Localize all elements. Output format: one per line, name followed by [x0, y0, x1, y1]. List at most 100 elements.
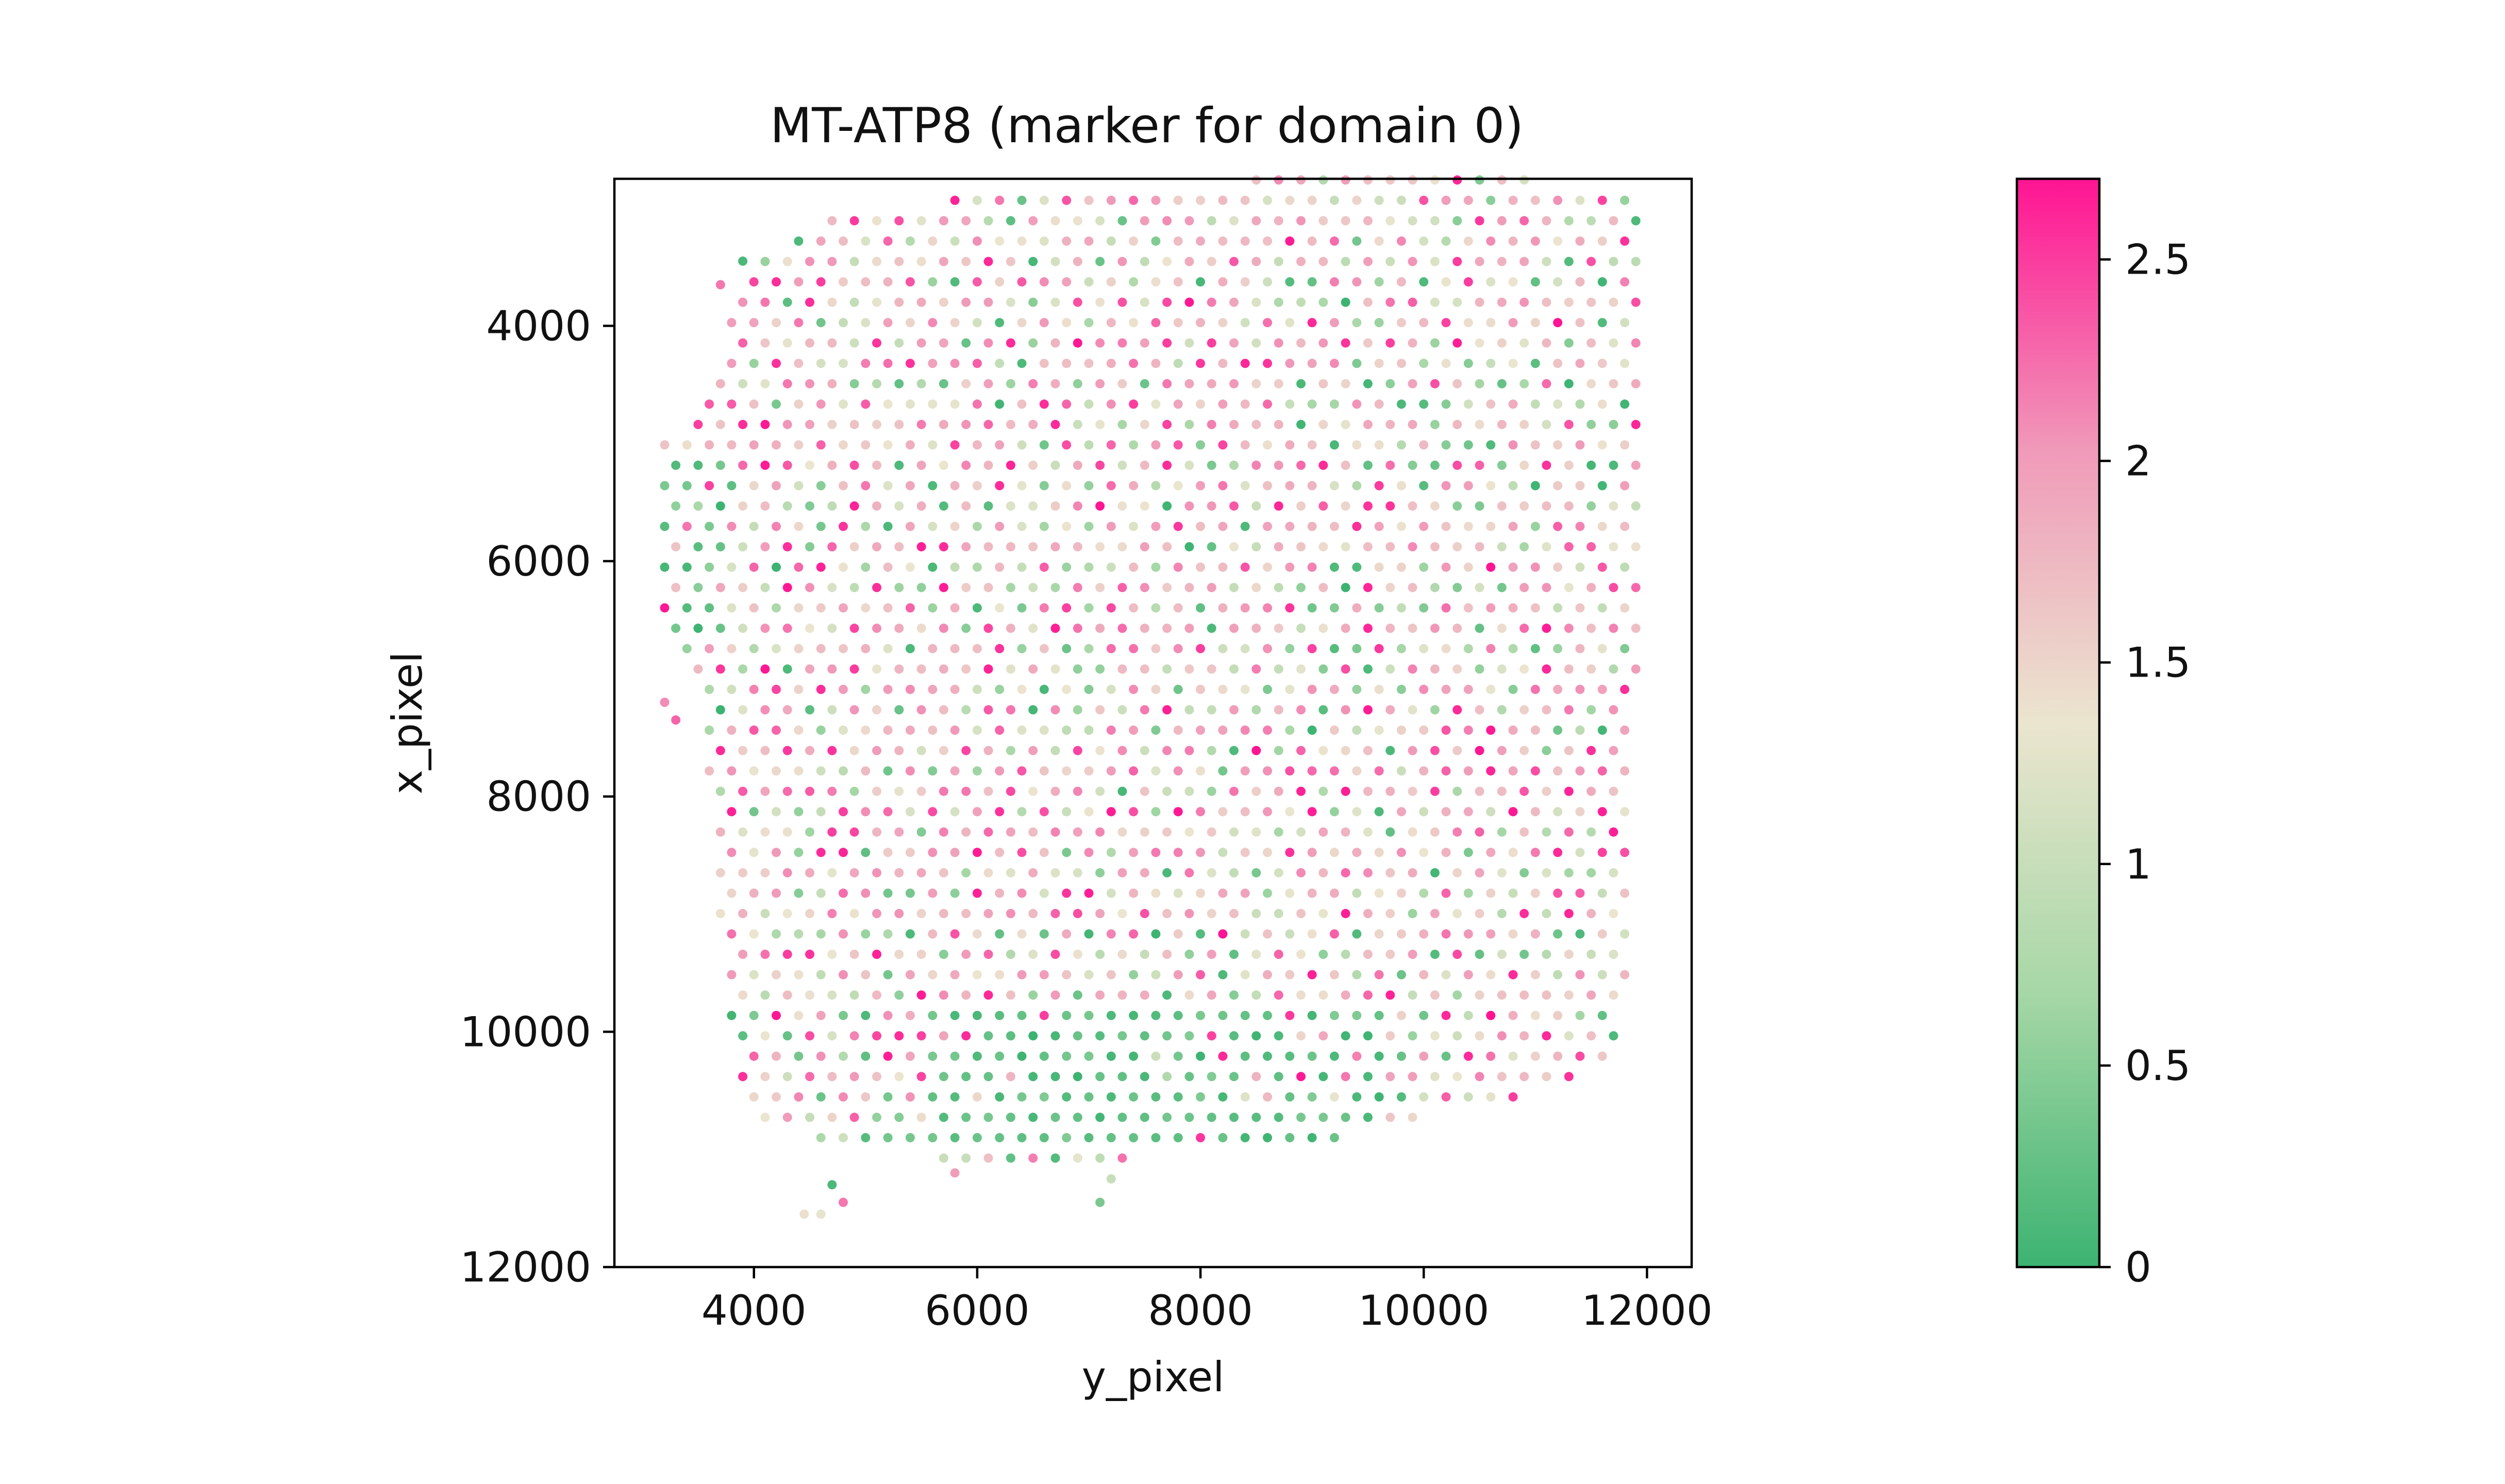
spot	[861, 1051, 871, 1061]
spot	[805, 257, 814, 266]
spot	[861, 644, 871, 653]
spot	[1463, 603, 1473, 613]
spot	[1553, 603, 1563, 613]
spot	[1028, 460, 1038, 470]
spot	[972, 562, 982, 572]
spot	[1564, 908, 1574, 918]
spot	[1006, 338, 1015, 348]
spot	[1263, 359, 1272, 368]
spot	[1296, 1031, 1306, 1041]
spot	[950, 807, 960, 817]
spot	[1586, 950, 1596, 959]
spot	[1452, 175, 1462, 185]
spot	[1263, 603, 1272, 613]
spot	[1274, 664, 1283, 674]
spot	[749, 726, 759, 735]
spot	[1296, 623, 1306, 633]
spot	[1363, 1112, 1373, 1122]
spot	[1184, 746, 1194, 755]
spot	[1385, 257, 1395, 266]
spot	[1385, 746, 1395, 755]
spot	[805, 950, 814, 959]
spot	[1196, 318, 1205, 328]
spot	[1062, 848, 1072, 857]
spot	[1486, 970, 1496, 980]
spot	[1307, 481, 1317, 491]
spot	[1307, 766, 1317, 776]
spot	[772, 359, 781, 368]
spot	[1463, 684, 1473, 694]
spot	[1530, 848, 1540, 857]
spot	[1631, 583, 1641, 593]
spot	[916, 1112, 926, 1122]
spot	[1039, 807, 1049, 817]
spot	[1385, 216, 1395, 226]
spot	[950, 440, 960, 450]
spot	[1106, 766, 1116, 776]
spot	[1050, 542, 1060, 552]
spot	[772, 277, 781, 286]
spot	[1575, 929, 1585, 939]
spot	[939, 786, 948, 796]
spot	[1307, 195, 1317, 205]
spot	[1207, 786, 1216, 796]
spot	[839, 1051, 848, 1061]
spot	[1341, 1031, 1350, 1041]
spot	[1586, 990, 1596, 1000]
spot	[1553, 970, 1563, 980]
spot	[972, 1133, 982, 1142]
spot	[905, 766, 915, 776]
spot	[805, 827, 814, 837]
spot	[727, 644, 737, 653]
spot	[1385, 175, 1395, 185]
spot	[972, 970, 982, 980]
y-tick-label: 8000	[486, 773, 591, 821]
spot	[1095, 419, 1105, 429]
spot	[894, 419, 904, 429]
spot	[794, 318, 804, 328]
spot	[782, 257, 792, 266]
spot	[939, 257, 948, 266]
spot	[715, 868, 725, 878]
spot	[983, 746, 993, 755]
spot	[1542, 297, 1551, 307]
spot	[1240, 1010, 1250, 1020]
spot	[1129, 766, 1139, 776]
spot	[1073, 501, 1082, 511]
spot	[715, 501, 725, 511]
spot	[1073, 297, 1082, 307]
spot	[1542, 623, 1551, 633]
spot	[961, 419, 971, 429]
spot	[1106, 1051, 1116, 1061]
spot	[995, 726, 1005, 735]
spot	[1140, 501, 1149, 511]
spot	[1363, 460, 1373, 470]
spot	[1062, 684, 1072, 694]
spot	[983, 623, 993, 633]
spot	[1408, 338, 1417, 348]
spot	[1062, 1010, 1072, 1020]
spot	[1151, 359, 1161, 368]
spot	[1207, 1072, 1216, 1082]
spot	[738, 623, 748, 633]
spot	[1162, 746, 1172, 755]
spot	[1184, 827, 1194, 837]
spot	[1508, 1010, 1518, 1020]
spot	[1307, 807, 1317, 817]
spot	[1542, 908, 1551, 918]
spot	[905, 318, 915, 328]
spot	[1475, 501, 1484, 511]
spot	[772, 1010, 781, 1020]
spot	[727, 888, 737, 898]
spot	[1586, 419, 1596, 429]
spot	[950, 684, 960, 694]
spot	[1039, 277, 1049, 286]
spot	[727, 562, 737, 572]
spot	[1463, 359, 1473, 368]
spot	[1117, 1112, 1127, 1122]
spot	[950, 236, 960, 246]
spot	[1385, 868, 1395, 878]
spot	[1006, 216, 1015, 226]
spot	[1240, 359, 1250, 368]
spot	[1463, 1051, 1473, 1061]
